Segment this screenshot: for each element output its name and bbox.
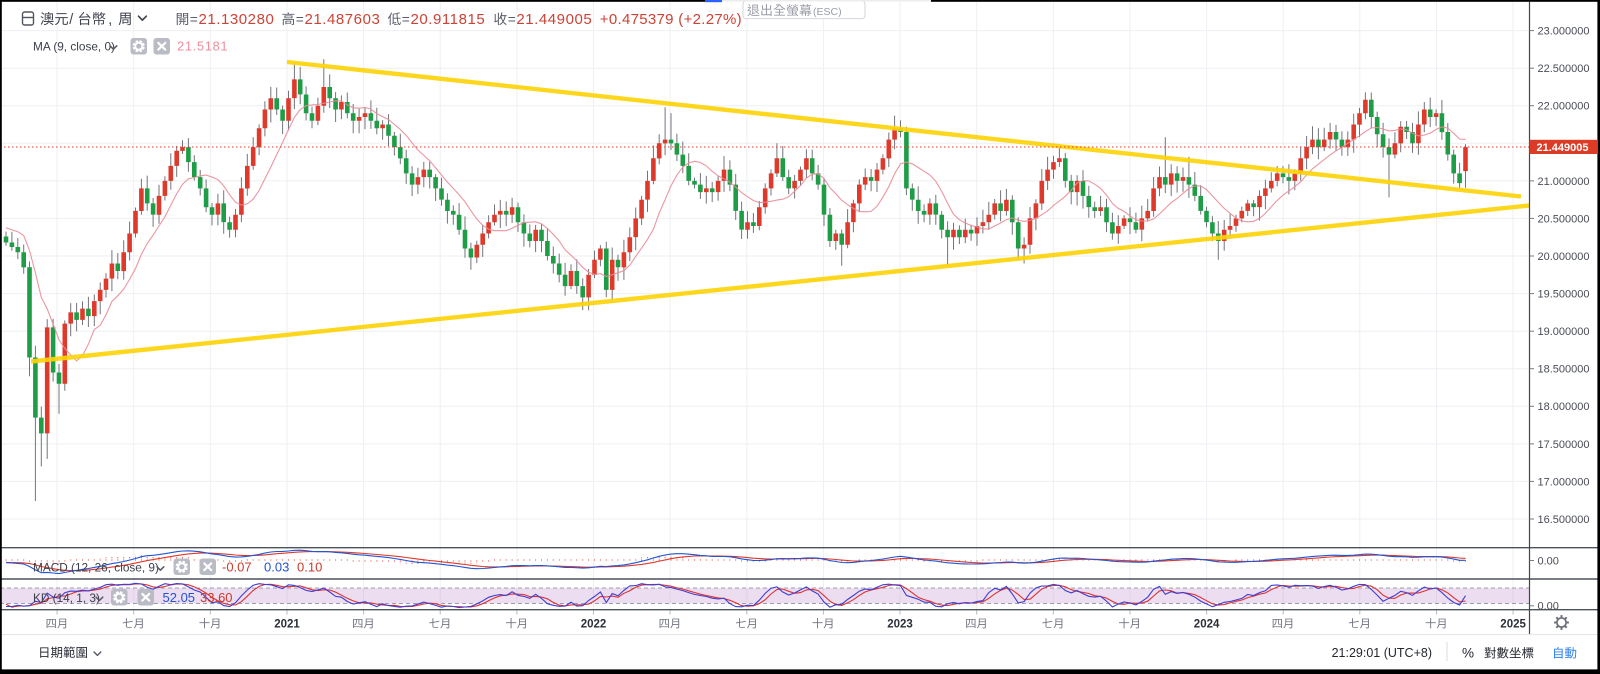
svg-text:MACD (12, 26, close, 9): MACD (12, 26, close, 9) (33, 561, 159, 575)
svg-text:22.500000: 22.500000 (1538, 63, 1590, 75)
svg-text:33.60: 33.60 (200, 590, 233, 605)
svg-text:19.500000: 19.500000 (1538, 289, 1590, 301)
svg-text:2024: 2024 (1194, 619, 1220, 631)
svg-text:,: , (108, 12, 112, 28)
svg-text:0.10: 0.10 (297, 560, 322, 575)
svg-text:21.5181: 21.5181 (177, 39, 228, 54)
svg-text:2023: 2023 (887, 619, 913, 631)
svg-text:-0.07: -0.07 (222, 560, 252, 575)
svg-text:2022: 2022 (581, 619, 607, 631)
svg-text:20.500000: 20.500000 (1538, 213, 1590, 225)
svg-text:KD (14, 1, 3): KD (14, 1, 3) (33, 591, 100, 605)
svg-text:=: = (296, 12, 304, 27)
svg-text:52.05: 52.05 (163, 590, 196, 605)
svg-text:21.449005: 21.449005 (1537, 142, 1589, 154)
svg-text:18.500000: 18.500000 (1538, 364, 1590, 376)
svg-text:22.000000: 22.000000 (1538, 101, 1590, 113)
svg-text:2025: 2025 (1500, 619, 1526, 631)
svg-text:19.000000: 19.000000 (1538, 326, 1590, 338)
svg-text:21.487603: 21.487603 (305, 11, 381, 28)
svg-text:16.500000: 16.500000 (1538, 514, 1590, 526)
svg-text:2021: 2021 (274, 619, 300, 631)
svg-text:+0.475379 (+2.27%): +0.475379 (+2.27%) (600, 11, 742, 28)
svg-text:0.00: 0.00 (1538, 601, 1559, 613)
svg-text:18.000000: 18.000000 (1538, 401, 1590, 413)
svg-text:/: / (69, 12, 73, 28)
svg-text:%: % (1462, 646, 1474, 661)
svg-text:21:29:01 (UTC+8): 21:29:01 (UTC+8) (1332, 646, 1432, 660)
svg-text:=: = (190, 12, 198, 27)
svg-text:21.130280: 21.130280 (199, 11, 275, 28)
svg-text:0.03: 0.03 (264, 560, 289, 575)
svg-text:20.911815: 20.911815 (411, 11, 486, 28)
svg-text:MA (9, close, 0): MA (9, close, 0) (33, 40, 115, 54)
svg-text:21.449005: 21.449005 (516, 11, 592, 28)
svg-text:21.000000: 21.000000 (1538, 176, 1590, 188)
svg-text:=: = (402, 12, 410, 27)
svg-text:0.00: 0.00 (1538, 555, 1559, 567)
svg-text:17.000000: 17.000000 (1538, 476, 1590, 488)
svg-text:(ESC): (ESC) (813, 6, 842, 18)
svg-text:=: = (508, 12, 516, 27)
svg-text:20.000000: 20.000000 (1538, 251, 1590, 263)
svg-text:23.000000: 23.000000 (1538, 26, 1590, 38)
svg-text:17.500000: 17.500000 (1538, 439, 1590, 451)
